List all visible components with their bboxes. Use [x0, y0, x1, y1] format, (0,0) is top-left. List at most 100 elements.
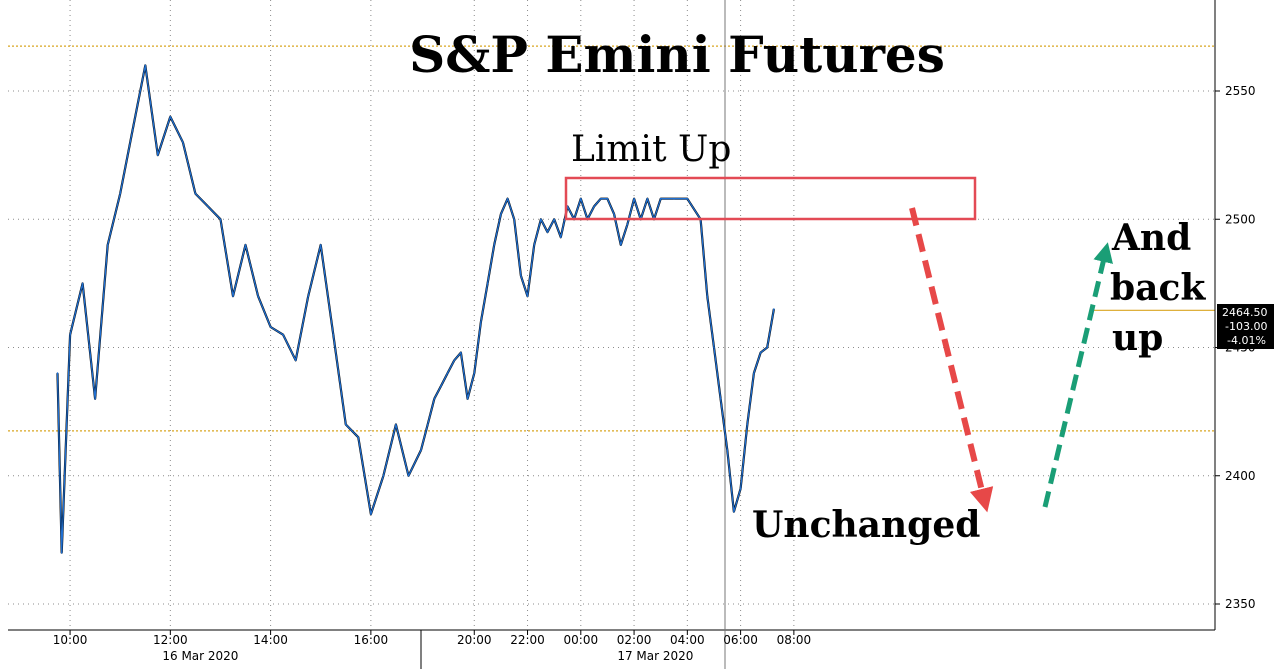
data-point [60, 551, 63, 554]
data-point [144, 64, 147, 67]
x-tick-label: 10:00 [53, 633, 88, 647]
x-tick-label: 08:00 [777, 633, 812, 647]
last-change: -103.00 [1225, 320, 1267, 333]
x-tick-label: 20:00 [457, 633, 492, 647]
data-point [446, 372, 449, 374]
up-arrow [1042, 242, 1113, 508]
price-series [56, 64, 775, 554]
data-point [395, 423, 397, 426]
data-point [370, 513, 372, 515]
data-point [600, 197, 602, 200]
data-point [460, 351, 462, 354]
data-point [307, 295, 310, 298]
data-point [613, 213, 615, 215]
data-point [659, 197, 662, 200]
data-point [500, 213, 502, 215]
back-up-label-line3: up [1112, 317, 1163, 359]
data-point [493, 244, 496, 246]
y-tick-label: 2350 [1225, 597, 1256, 611]
data-point [753, 372, 755, 374]
data-point [244, 244, 247, 246]
data-point [219, 218, 222, 221]
data-point [94, 398, 96, 400]
data-point [646, 197, 649, 200]
chart-title: S&P Emini Futures [409, 25, 945, 84]
last-pct-change: -4.01% [1227, 334, 1266, 347]
x-date-label: 17 Mar 2020 [617, 649, 693, 663]
data-point [633, 197, 635, 200]
data-point [526, 295, 529, 298]
data-point [69, 333, 71, 336]
data-point [606, 197, 609, 200]
y-tick-label: 2550 [1225, 84, 1256, 98]
x-date-label: 16 Mar 2020 [162, 649, 238, 663]
data-point [626, 223, 629, 226]
data-point [520, 274, 522, 277]
data-point [382, 475, 385, 477]
data-point [232, 295, 234, 298]
data-point [194, 192, 197, 195]
x-axis-ticks: 10:00 12:00 14:00 16:00 20:00 22:00 00:00 02:00… [53, 630, 811, 663]
data-point [486, 282, 489, 285]
x-tick-label: 02:00 [617, 633, 652, 647]
data-point [433, 398, 436, 400]
data-point [759, 351, 762, 354]
x-tick-label: 16:00 [354, 633, 389, 647]
data-point [506, 197, 509, 200]
x-tick-label: 00:00 [564, 633, 599, 647]
data-point [719, 398, 722, 400]
data-point [766, 346, 768, 349]
data-point [686, 197, 689, 200]
data-point [540, 218, 542, 221]
data-point [426, 423, 429, 426]
data-point [131, 128, 134, 131]
data-point [466, 398, 469, 400]
data-point [420, 449, 422, 451]
data-point [473, 372, 476, 374]
x-tick-label: 04:00 [670, 633, 705, 647]
data-point [119, 192, 121, 195]
limit-up-label: Limit Up [571, 129, 731, 170]
data-point [357, 436, 360, 439]
data-point [773, 308, 775, 310]
data-point [269, 326, 272, 328]
back-up-label-line2: back [1110, 267, 1206, 309]
x-tick-label: 06:00 [723, 633, 758, 647]
data-point [560, 236, 562, 238]
data-point [182, 141, 184, 144]
limit-up-box [564, 176, 977, 221]
data-point [673, 197, 675, 200]
data-point [407, 475, 410, 477]
data-point [257, 295, 259, 298]
y-tick-label: 2400 [1225, 469, 1256, 483]
data-point [746, 423, 749, 426]
data-point [440, 385, 442, 387]
data-point [733, 510, 735, 513]
data-point [713, 346, 715, 349]
data-point [207, 205, 209, 208]
data-point [546, 231, 549, 233]
data-point [169, 115, 172, 118]
data-point [553, 218, 555, 221]
reference-lines [8, 45, 1215, 432]
data-point [56, 372, 59, 374]
x-tick-label: 14:00 [253, 633, 288, 647]
data-point [319, 244, 322, 246]
data-point [345, 423, 347, 426]
data-point [480, 321, 482, 323]
x-tick-label: 22:00 [510, 633, 545, 647]
data-point [533, 244, 535, 246]
data-point [453, 359, 456, 362]
data-point [513, 218, 515, 221]
grid [8, 0, 1215, 630]
data-point [332, 333, 335, 336]
y-tick-label: 2500 [1225, 212, 1256, 226]
data-point [739, 487, 742, 490]
back-up-label-line1: And [1111, 217, 1191, 259]
x-tick-label: 12:00 [153, 633, 188, 647]
last-value-box: 2464.50 -103.00 -4.01% [1217, 304, 1274, 349]
data-point [580, 197, 582, 200]
data-point [726, 449, 729, 451]
down-arrow [909, 207, 994, 513]
